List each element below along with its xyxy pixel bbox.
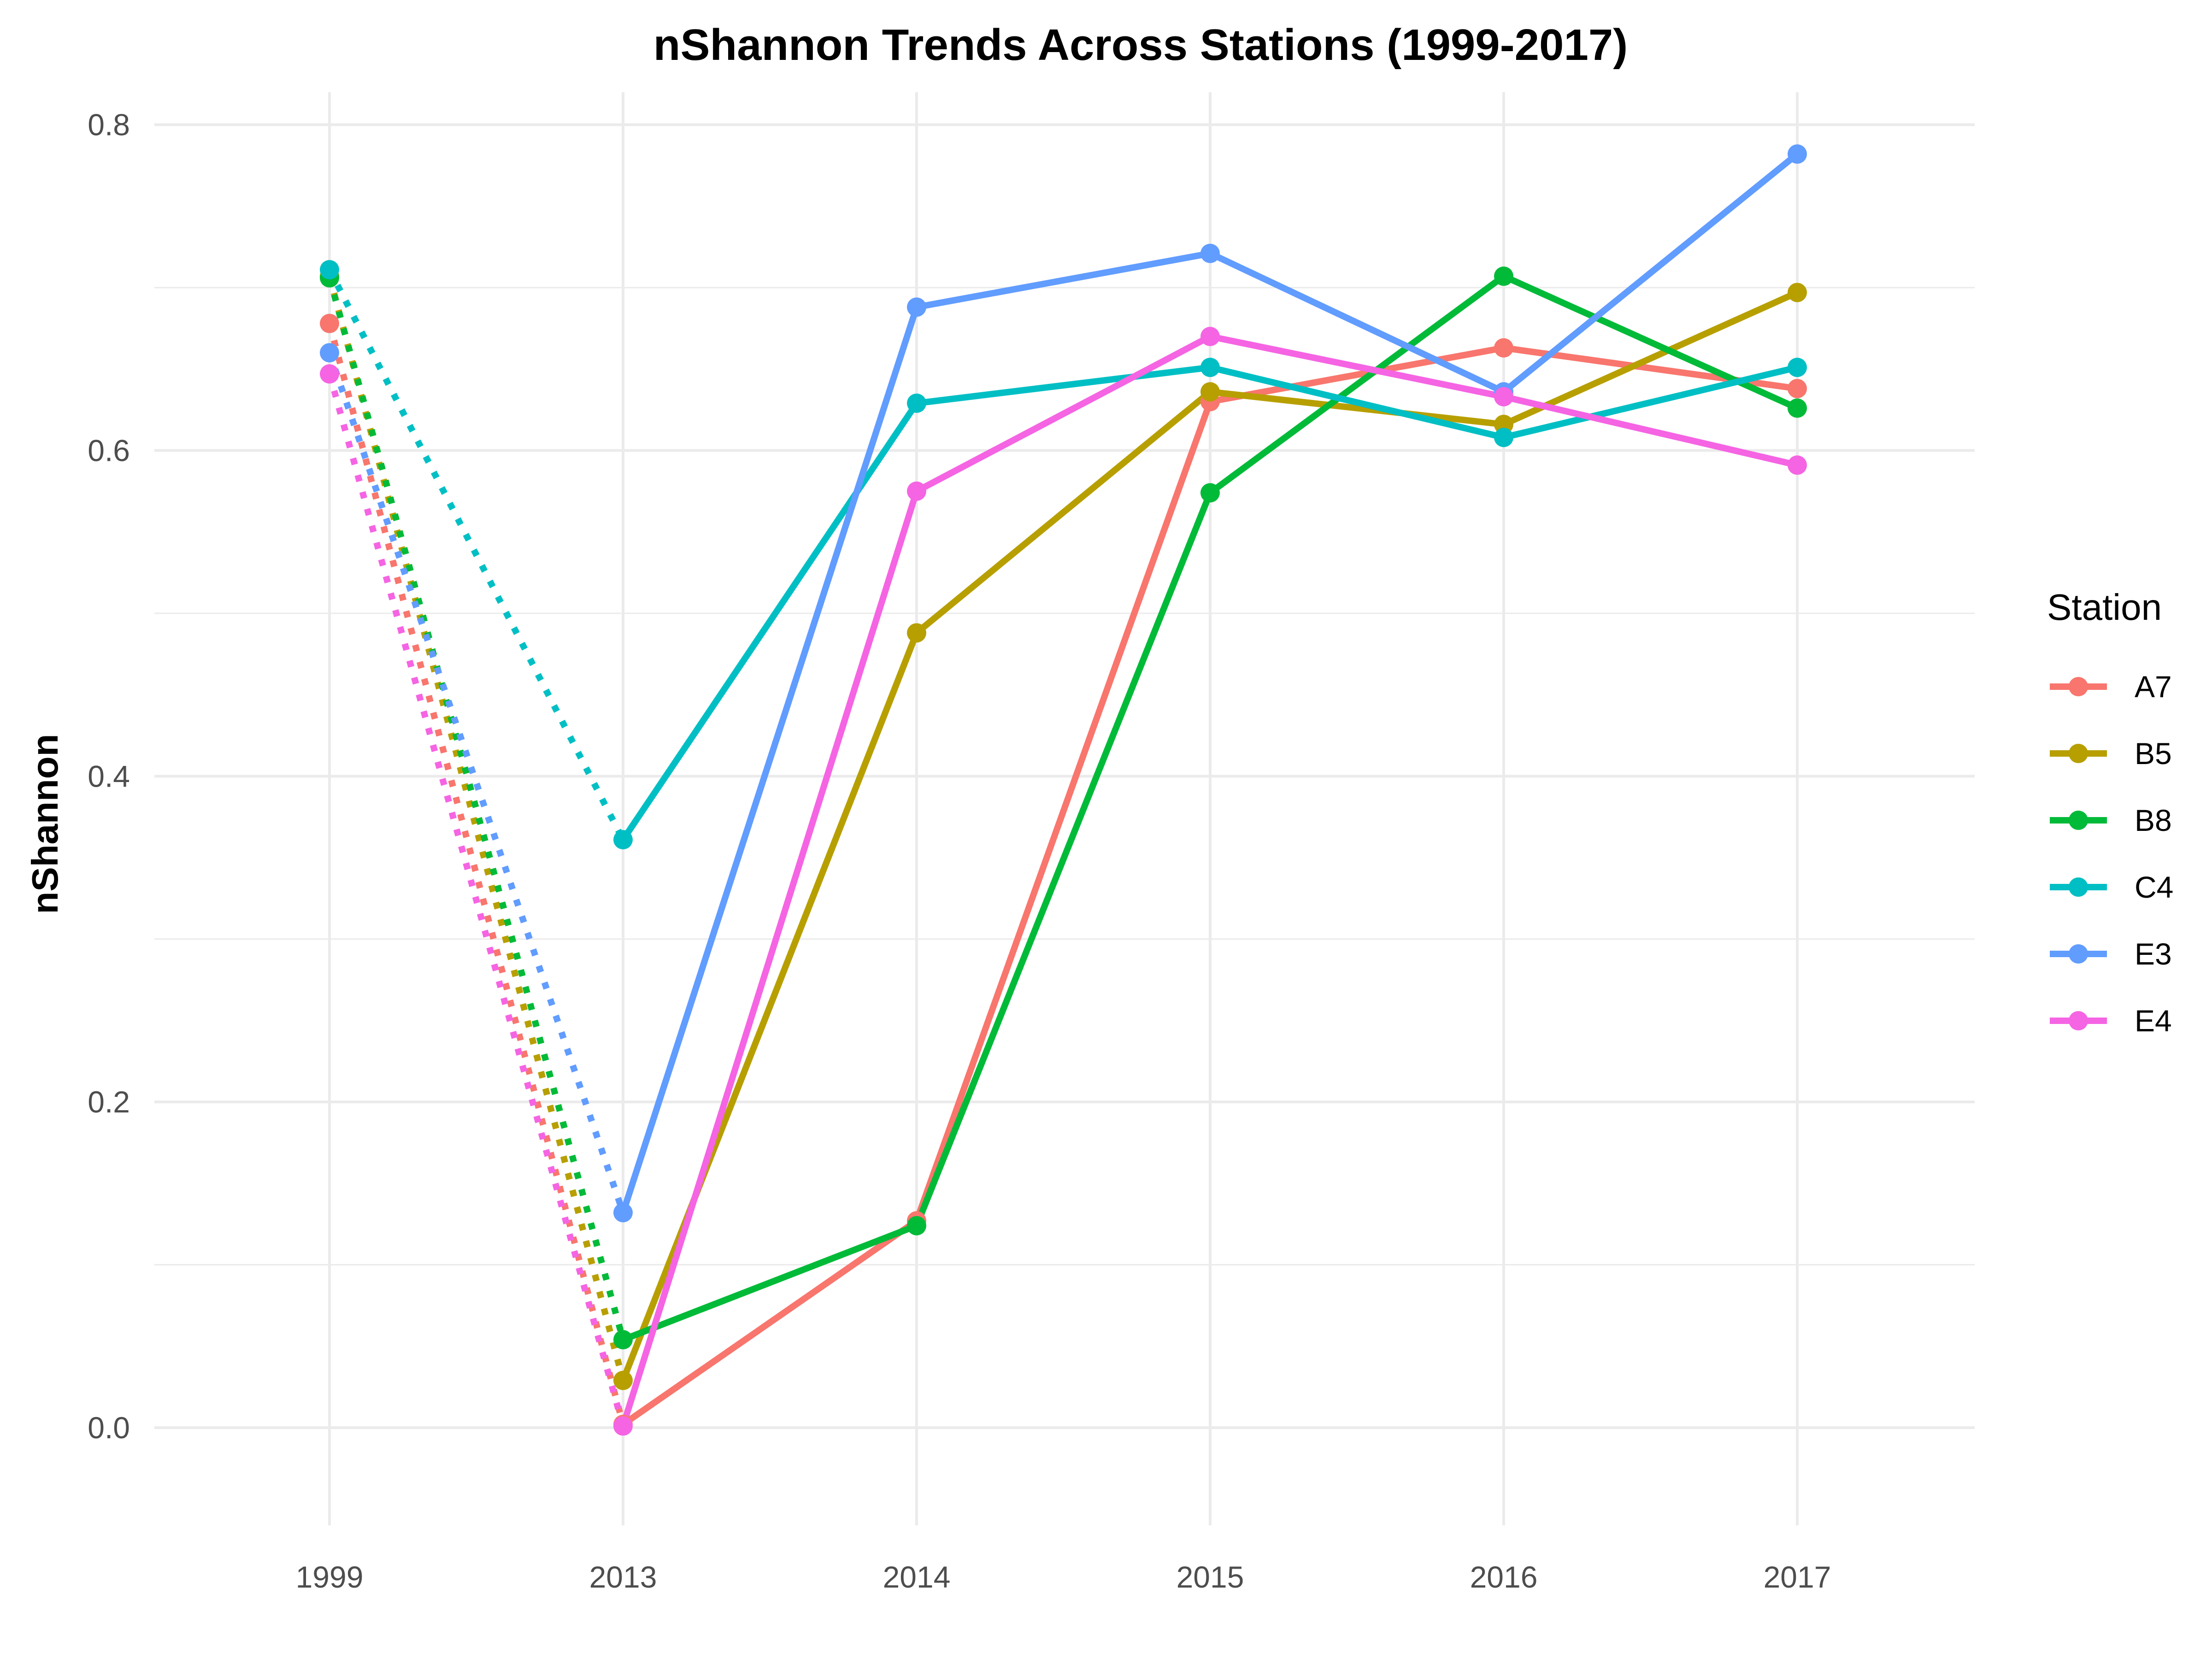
legend: Station A7 B5 B8 C4 E3 E4 bbox=[2047, 587, 2173, 1038]
legend-key-point bbox=[2069, 1011, 2088, 1030]
data-point-B8 bbox=[613, 1330, 633, 1350]
data-point-E4 bbox=[320, 364, 339, 384]
legend-item-B8: B8 bbox=[2050, 803, 2172, 837]
data-point-A7 bbox=[1494, 338, 1513, 358]
data-point-E4 bbox=[907, 481, 926, 501]
series-line-dotted-B8 bbox=[326, 277, 626, 1341]
legend-key-point bbox=[2069, 744, 2088, 763]
y-tick-label: 0.0 bbox=[88, 1411, 130, 1445]
data-point-B8 bbox=[907, 1216, 926, 1235]
series-line-dotted-A7 bbox=[326, 323, 626, 1425]
data-point-E4 bbox=[1788, 455, 1807, 475]
data-point-E3 bbox=[320, 343, 339, 363]
series-line-dotted-E3 bbox=[326, 352, 626, 1214]
data-point-B5 bbox=[613, 1371, 633, 1390]
legend-label: C4 bbox=[2135, 870, 2173, 904]
legend-label: B5 bbox=[2135, 736, 2172, 771]
data-point-B5 bbox=[1788, 282, 1807, 302]
data-point-E3 bbox=[907, 297, 926, 317]
series-line-dotted-B5 bbox=[326, 275, 626, 1382]
legend-key-point bbox=[2069, 677, 2088, 696]
points-layer bbox=[320, 144, 1807, 1436]
data-point-E3 bbox=[613, 1203, 633, 1223]
series-line-dotted-C4 bbox=[326, 268, 626, 841]
x-tick-label: 2015 bbox=[1177, 1560, 1244, 1594]
series-B5 bbox=[326, 275, 1799, 1382]
data-point-C4 bbox=[1200, 358, 1220, 377]
series-E4 bbox=[326, 333, 1798, 1427]
data-point-B5 bbox=[907, 623, 926, 643]
data-point-E3 bbox=[1788, 144, 1807, 164]
data-point-B8 bbox=[1494, 266, 1513, 286]
legend-label: E4 bbox=[2135, 1004, 2172, 1038]
y-axis: 0.0 0.2 0.4 0.6 0.8 bbox=[88, 108, 130, 1445]
x-tick-label: 2013 bbox=[589, 1560, 657, 1594]
y-tick-label: 0.2 bbox=[88, 1085, 130, 1119]
legend-key-point bbox=[2069, 944, 2088, 964]
series-E3 bbox=[326, 151, 1800, 1214]
legend-label: B8 bbox=[2135, 803, 2172, 837]
data-point-A7 bbox=[1788, 379, 1807, 399]
data-point-B5 bbox=[1200, 382, 1220, 402]
x-tick-label: 2016 bbox=[1470, 1560, 1538, 1594]
legend-label: A7 bbox=[2135, 670, 2172, 704]
legend-key-point bbox=[2069, 877, 2088, 897]
legend-label: E3 bbox=[2135, 937, 2172, 971]
x-tick-label: 1999 bbox=[296, 1560, 364, 1594]
y-tick-label: 0.4 bbox=[88, 759, 130, 793]
legend-key-point bbox=[2069, 811, 2088, 830]
data-point-C4 bbox=[1788, 358, 1807, 377]
chart-title: nShannon Trends Across Stations (1999-20… bbox=[653, 20, 1628, 70]
data-point-C4 bbox=[907, 394, 926, 413]
y-tick-label: 0.6 bbox=[88, 434, 130, 468]
y-tick-label: 0.8 bbox=[88, 108, 130, 142]
data-point-E4 bbox=[1494, 387, 1513, 406]
grid bbox=[154, 92, 1975, 1525]
x-tick-label: 2014 bbox=[883, 1560, 951, 1594]
x-axis: 1999 2013 2014 2015 2016 2017 bbox=[296, 1560, 1831, 1594]
x-tick-label: 2017 bbox=[1764, 1560, 1831, 1594]
data-point-C4 bbox=[1494, 428, 1513, 447]
data-point-E3 bbox=[1200, 243, 1220, 263]
y-axis-title: nShannon bbox=[24, 734, 65, 914]
data-point-C4 bbox=[613, 830, 633, 850]
series-line-dotted-E4 bbox=[326, 373, 626, 1427]
legend-title: Station bbox=[2047, 587, 2162, 628]
legend-item-A7: A7 bbox=[2050, 670, 2172, 704]
series-layer bbox=[326, 151, 1800, 1427]
data-point-B8 bbox=[1788, 398, 1807, 418]
data-point-E4 bbox=[613, 1416, 633, 1436]
data-point-B8 bbox=[1200, 483, 1220, 503]
legend-item-E4: E4 bbox=[2050, 1004, 2172, 1038]
data-point-A7 bbox=[320, 313, 339, 333]
legend-item-C4: C4 bbox=[2050, 870, 2173, 904]
legend-item-B5: B5 bbox=[2050, 736, 2172, 771]
legend-item-E3: E3 bbox=[2050, 937, 2172, 971]
series-A7 bbox=[326, 323, 1798, 1427]
data-point-E4 bbox=[1200, 327, 1220, 347]
data-point-C4 bbox=[320, 260, 339, 280]
